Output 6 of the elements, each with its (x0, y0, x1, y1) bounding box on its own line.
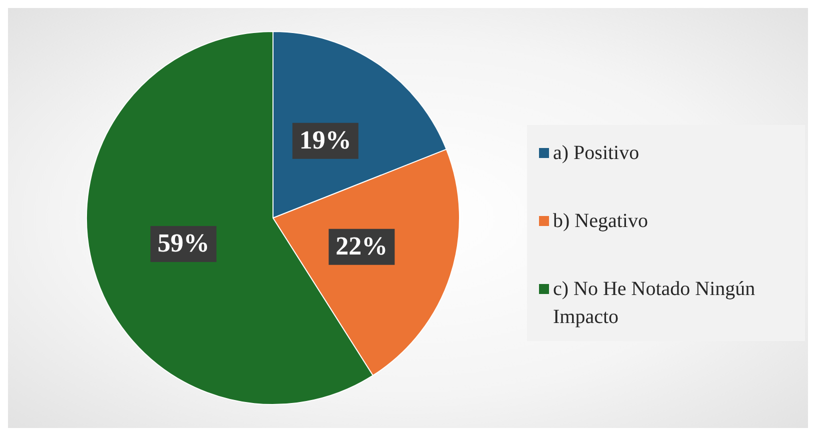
legend-label: c) No He Notado Ningún Impacto (553, 277, 756, 330)
data-label: 19% (299, 126, 352, 155)
legend-label: a) Positivo (553, 141, 640, 166)
data-label: 59% (157, 228, 210, 258)
data-label: 22% (336, 232, 388, 261)
legend-label: b) Negativo (553, 209, 648, 234)
